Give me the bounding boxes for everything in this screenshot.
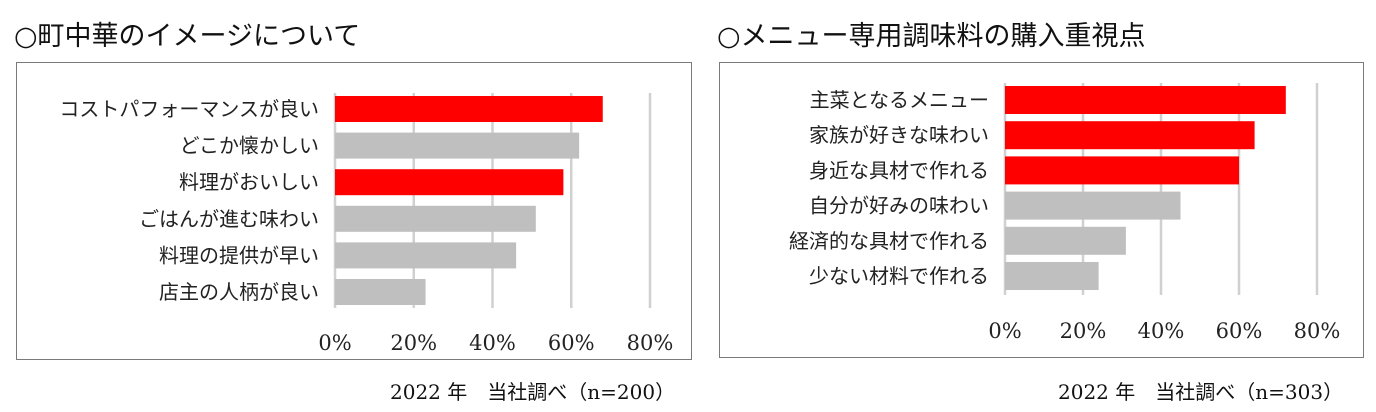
tick-label: 40% [1138,319,1185,343]
category-label: コストパフォーマンスが良い [59,97,319,121]
chart-1-svg: コストパフォーマンスが良いどこか懐かしい料理がおいしいごはんが進む味わい料理の提… [59,93,674,355]
tick-label: 80% [1294,319,1341,343]
category-label: 自分が好みの味わい [809,194,989,218]
tick-label: 20% [1060,319,1107,343]
bar [1005,262,1099,290]
category-label: 少ない材料で作れる [809,264,989,288]
tick-label: 60% [1216,319,1263,343]
category-label: 店主の人柄が良い [159,280,319,304]
chart-2-title: ○メニュー専用調味料の購入重視点 [717,21,1146,52]
bar [335,132,580,159]
category-label: 主菜となるメニュー [810,88,989,112]
category-label: 家族が好きな味わい [809,123,989,147]
category-label: 身近な具材で作れる [809,158,989,182]
chart-2-panel: 主菜となるメニュー 家族が好きな味わい 身近な具材で作れる 自分が好みの味わい経済的な… [719,62,1364,358]
category-label: 料理の提供が早い [159,243,319,267]
chart-1-title: ○町中華のイメージについて [14,21,361,52]
bar [335,96,603,122]
category-label: 料理がおいしい [179,170,319,194]
bar [1005,191,1181,220]
category-label: 経済的な具材で作れる [789,229,989,253]
tick-label: 20% [390,331,437,355]
tick-label: 40% [469,331,516,355]
bar [1005,121,1255,150]
bar [1005,226,1126,255]
chart-1-source-note: 2022 年 当社調べ（n=200） [390,380,676,404]
tick-label: 60% [548,331,595,355]
bar [335,279,426,305]
tick-label: 80% [627,331,674,355]
chart-2-source-note: 2022 年 当社調べ（n=303） [1058,380,1344,404]
bar [335,242,517,269]
bar [1005,86,1286,114]
category-label: どこか懐かしい [180,134,319,158]
chart-2-svg: 主菜となるメニュー家族が好きな味わい身近な具材で作れる自分が好みの味わい経済的な… [789,83,1341,343]
bar [335,169,564,196]
chart-1-panel: コストパフォーマンスが良いどこか懐かしい 料理がおいしいごはんが進む味わい料理の提… [16,62,692,360]
tick-label: 0% [988,319,1021,343]
bar [335,205,536,232]
category-label: ごはんが進む味わい [139,207,319,231]
bar [1005,156,1239,185]
tick-label: 0% [318,331,351,355]
